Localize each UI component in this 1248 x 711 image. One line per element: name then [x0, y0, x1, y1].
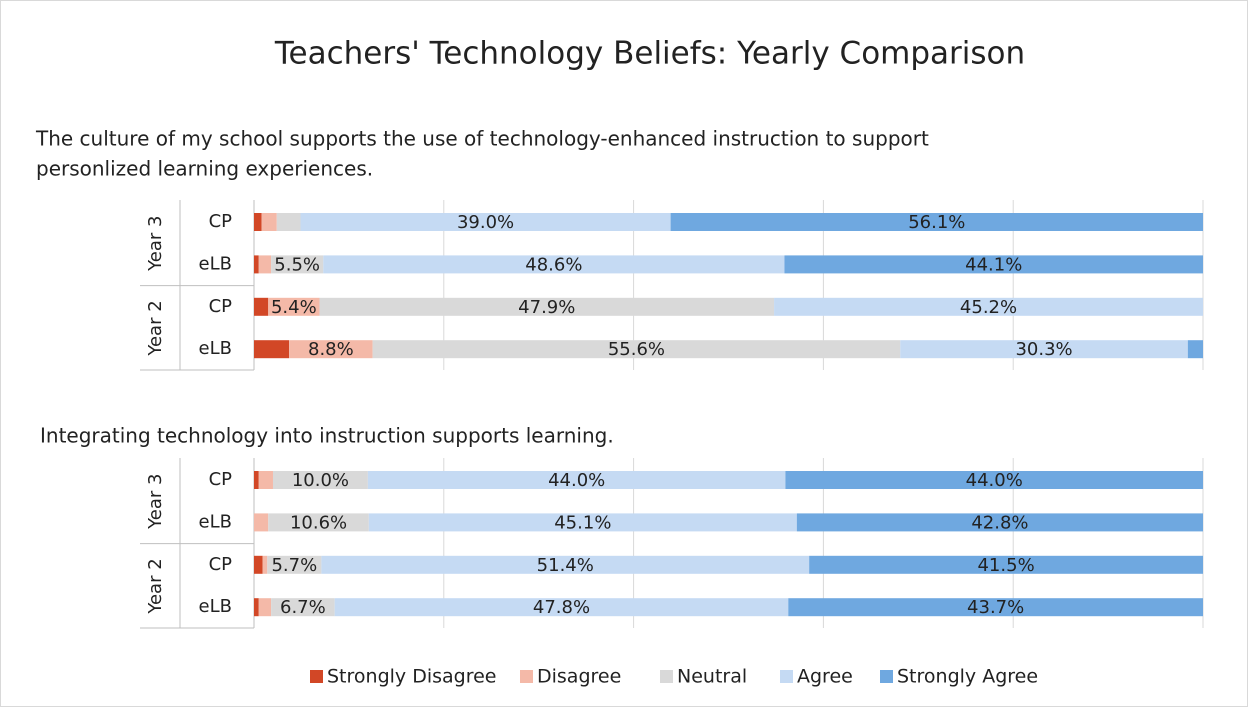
data-label: 6.7%: [280, 597, 326, 618]
y-tick-label: CP: [209, 554, 233, 575]
data-label: 51.4%: [537, 555, 594, 576]
bar-segment: [774, 297, 1203, 316]
bar-segment: [368, 513, 797, 532]
chart-subtitle: personlized learning experiences.: [36, 157, 373, 181]
y-tick-label: eLB: [199, 596, 232, 617]
y-tick-label: CP: [209, 211, 233, 232]
bar-segment: [258, 255, 272, 274]
bar-segment: [271, 255, 324, 274]
bar-segment: [372, 340, 901, 359]
bar-segment: [254, 555, 263, 574]
bar-segment: [367, 471, 786, 489]
data-label: 41.5%: [977, 555, 1034, 576]
bar-segment: [289, 340, 373, 359]
chart-subtitle: The culture of my school supports the us…: [35, 127, 929, 151]
bar-segment: [785, 471, 1203, 489]
data-label: 45.2%: [960, 297, 1017, 318]
bar-segment: [254, 471, 259, 489]
chart-title: Teachers' Technology Beliefs: Yearly Com…: [274, 36, 1025, 72]
bar-segment: [788, 598, 1203, 617]
y-tick-label: eLB: [199, 253, 232, 274]
bar-segment: [321, 555, 810, 574]
bar-segment: [272, 471, 368, 489]
data-label: 47.9%: [518, 297, 575, 318]
legend-label: Neutral: [677, 666, 747, 688]
data-label: 30.3%: [1015, 339, 1072, 360]
bar-segment: [809, 555, 1203, 574]
legend-label: Strongly Agree: [897, 666, 1038, 688]
bar-segment: [254, 297, 269, 316]
legend-label: Agree: [797, 666, 853, 688]
data-label: 44.0%: [548, 470, 605, 491]
bar-segment: [254, 255, 259, 274]
data-label: 39.0%: [457, 212, 514, 233]
legend-swatch: [520, 670, 533, 683]
bar-segment: [796, 513, 1203, 532]
data-label: 56.1%: [908, 212, 965, 233]
bar-segment: [254, 340, 290, 359]
legend-label: Disagree: [537, 666, 621, 688]
bar-segment: [323, 255, 785, 274]
legend-swatch: [660, 670, 673, 683]
group-label: Year 2: [145, 300, 166, 356]
data-label: 47.8%: [533, 597, 590, 618]
data-label: 10.6%: [290, 512, 347, 533]
data-label: 44.0%: [966, 470, 1023, 491]
bar-segment: [254, 513, 269, 532]
data-label: 48.6%: [525, 254, 582, 275]
bar-segment: [268, 297, 320, 316]
bar-segment: [254, 213, 262, 231]
bar-segment: [262, 555, 268, 574]
legend-swatch: [780, 670, 793, 683]
bar-segment: [900, 340, 1188, 359]
y-tick-label: eLB: [199, 338, 232, 359]
group-label: Year 3: [145, 216, 166, 272]
bar-segment: [268, 513, 369, 532]
group-label: Year 3: [145, 474, 166, 530]
bar-segment: [258, 598, 272, 617]
bar-segment: [254, 598, 259, 617]
bar-segment: [300, 213, 671, 231]
data-label: 45.1%: [554, 512, 611, 533]
data-label: 55.6%: [608, 339, 665, 360]
bar-segment: [784, 255, 1203, 274]
y-tick-label: CP: [209, 296, 233, 317]
bar-segment: [267, 555, 322, 574]
bar-segment: [261, 213, 277, 231]
y-tick-label: eLB: [199, 511, 232, 532]
legend-swatch: [310, 670, 323, 683]
data-label: 5.5%: [274, 254, 320, 275]
data-label: 42.8%: [971, 512, 1028, 533]
data-label: 10.0%: [292, 470, 349, 491]
bar-segment: [670, 213, 1203, 231]
data-label: 44.1%: [965, 254, 1022, 275]
legend-label: Strongly Disagree: [327, 666, 496, 688]
y-tick-label: CP: [209, 469, 233, 490]
bar-segment: [334, 598, 789, 617]
bar-segment: [319, 297, 775, 316]
legend-swatch: [880, 670, 893, 683]
data-label: 5.4%: [271, 297, 317, 318]
bar-segment: [271, 598, 335, 617]
data-label: 5.7%: [271, 555, 317, 576]
data-label: 8.8%: [308, 339, 354, 360]
bar-segment: [258, 471, 273, 489]
bar-segment: [1187, 340, 1203, 359]
group-label: Year 2: [145, 558, 166, 614]
chart-subtitle: Integrating technology into instruction …: [40, 424, 614, 448]
bar-segment: [276, 213, 301, 231]
data-label: 43.7%: [967, 597, 1024, 618]
